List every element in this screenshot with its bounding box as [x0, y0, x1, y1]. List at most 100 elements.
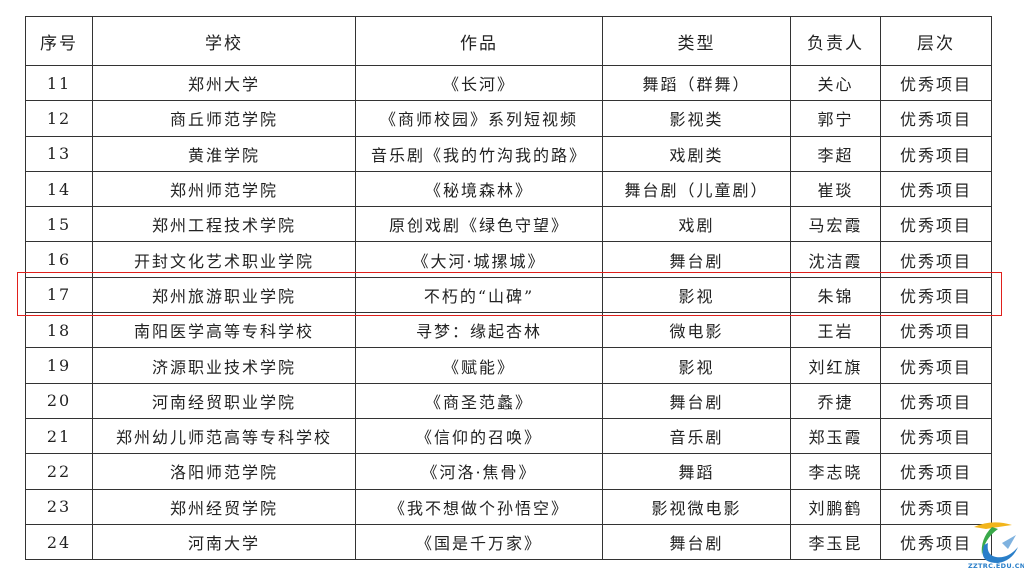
cell-row-number: 14 [25, 170, 93, 208]
cell-lead-person: 李超 [790, 135, 881, 172]
cell-work: 寻梦：缘起杏林 [355, 312, 603, 349]
cell-row-number: 19 [25, 347, 93, 384]
cell-category: 舞台剧 [602, 523, 791, 561]
cell-row-number: 23 [25, 488, 93, 525]
cell-row-number: 15 [25, 206, 93, 243]
table-row: 21 郑州幼儿师范高等专科学校 《信仰的召唤》 音乐剧 郑玉霞 优秀项目 [25, 417, 992, 455]
column-header: 负责人 [790, 16, 881, 66]
cell-lead-person: 郑玉霞 [790, 417, 881, 455]
cell-row-number: 24 [25, 523, 93, 561]
cell-school: 河南大学 [92, 523, 356, 561]
cell-work: 《秘境森林》 [355, 170, 603, 208]
awards-table: 序号 学校 作品 类型 负责人 层次 11 郑州大学 《长河》 舞蹈（群舞） 关心 优秀项目 12 商丘… [25, 16, 992, 561]
cell-lead-person: 李志晓 [790, 453, 881, 490]
cell-category: 舞台剧（儿童剧） [602, 170, 791, 208]
table-row: 12 商丘师范学院 《商师校园》系列短视频 影视类 郭宁 优秀项目 [25, 100, 992, 137]
cell-lead-person: 郭宁 [790, 100, 881, 137]
cell-level: 优秀项目 [880, 170, 992, 208]
cell-level: 优秀项目 [880, 453, 992, 490]
cell-school: 郑州大学 [92, 64, 356, 102]
cell-level: 优秀项目 [880, 382, 992, 419]
cell-work: 《我不想做个孙悟空》 [355, 488, 603, 525]
cell-row-number: 11 [25, 64, 93, 102]
table-row: 13 黄淮学院 音乐剧《我的竹沟我的路》 戏剧类 李超 优秀项目 [25, 135, 992, 172]
cell-category: 舞台剧 [602, 382, 791, 419]
cell-school: 河南经贸职业学院 [92, 382, 356, 419]
cell-category: 戏剧类 [602, 135, 791, 172]
cell-row-number: 17 [25, 276, 93, 314]
cell-work: 《商师校园》系列短视频 [355, 100, 603, 137]
cell-school: 济源职业技术学院 [92, 347, 356, 384]
cell-lead-person: 崔琰 [790, 170, 881, 208]
cell-level: 优秀项目 [880, 206, 992, 243]
cell-category: 微电影 [602, 312, 791, 349]
cell-lead-person: 刘红旗 [790, 347, 881, 384]
cell-level: 优秀项目 [880, 312, 992, 349]
cell-lead-person: 刘鹏鹤 [790, 488, 881, 525]
cell-work: 原创戏剧《绿色守望》 [355, 206, 603, 243]
table-row: 17 郑州旅游职业学院 不朽的“山碑” 影视 朱锦 优秀项目 [25, 276, 992, 314]
table-row: 11 郑州大学 《长河》 舞蹈（群舞） 关心 优秀项目 [25, 64, 992, 102]
table-row: 18 南阳医学高等专科学校 寻梦：缘起杏林 微电影 王岩 优秀项目 [25, 312, 992, 349]
cell-category: 舞蹈（群舞） [602, 64, 791, 102]
cell-work: 《国是千万家》 [355, 523, 603, 561]
cell-level: 优秀项目 [880, 488, 992, 525]
cell-work: 《商圣范蠡》 [355, 382, 603, 419]
table-row: 16 开封文化艺术职业学院 《大河·城摞城》 舞台剧 沈洁霞 优秀项目 [25, 241, 992, 278]
cell-school: 南阳医学高等专科学校 [92, 312, 356, 349]
cell-row-number: 18 [25, 312, 93, 349]
cell-category: 影视微电影 [602, 488, 791, 525]
cell-row-number: 22 [25, 453, 93, 490]
cell-level: 优秀项目 [880, 523, 992, 561]
cell-level: 优秀项目 [880, 347, 992, 384]
cell-category: 影视类 [602, 100, 791, 137]
cell-work: 《信仰的召唤》 [355, 417, 603, 455]
cell-school: 郑州工程技术学院 [92, 206, 356, 243]
zztrc-logo-icon [974, 522, 1018, 563]
cell-level: 优秀项目 [880, 241, 992, 278]
column-header: 学校 [92, 16, 356, 66]
cell-row-number: 12 [25, 100, 93, 137]
cell-category: 戏剧 [602, 206, 791, 243]
column-header: 作品 [355, 16, 603, 66]
column-header: 序号 [25, 16, 93, 66]
cell-lead-person: 朱锦 [790, 276, 881, 314]
cell-row-number: 16 [25, 241, 93, 278]
cell-category: 影视 [602, 276, 791, 314]
cell-work: 《长河》 [355, 64, 603, 102]
cell-school: 郑州旅游职业学院 [92, 276, 356, 314]
cell-school: 开封文化艺术职业学院 [92, 241, 356, 278]
cell-lead-person: 李玉昆 [790, 523, 881, 561]
cell-level: 优秀项目 [880, 135, 992, 172]
column-header: 类型 [602, 16, 791, 66]
cell-category: 影视 [602, 347, 791, 384]
cell-row-number: 20 [25, 382, 93, 419]
cell-lead-person: 王岩 [790, 312, 881, 349]
cell-level: 优秀项目 [880, 64, 992, 102]
cell-category: 音乐剧 [602, 417, 791, 455]
cell-work: 《赋能》 [355, 347, 603, 384]
cell-lead-person: 沈洁霞 [790, 241, 881, 278]
table-row: 14 郑州师范学院 《秘境森林》 舞台剧（儿童剧） 崔琰 优秀项目 [25, 170, 992, 208]
table-row: 19 济源职业技术学院 《赋能》 影视 刘红旗 优秀项目 [25, 347, 992, 384]
cell-lead-person: 乔捷 [790, 382, 881, 419]
cell-lead-person: 马宏霞 [790, 206, 881, 243]
cell-work: 不朽的“山碑” [355, 276, 603, 314]
watermark-text: ZZTRC.EDU.CN [968, 562, 1024, 570]
cell-school: 郑州师范学院 [92, 170, 356, 208]
cell-level: 优秀项目 [880, 276, 992, 314]
cell-school: 洛阳师范学院 [92, 453, 356, 490]
cell-work: 音乐剧《我的竹沟我的路》 [355, 135, 603, 172]
cell-school: 黄淮学院 [92, 135, 356, 172]
cell-level: 优秀项目 [880, 100, 992, 137]
cell-school: 商丘师范学院 [92, 100, 356, 137]
table-row: 22 洛阳师范学院 《河洛·焦骨》 舞蹈 李志晓 优秀项目 [25, 453, 992, 490]
cell-work: 《大河·城摞城》 [355, 241, 603, 278]
table-row: 15 郑州工程技术学院 原创戏剧《绿色守望》 戏剧 马宏霞 优秀项目 [25, 206, 992, 243]
cell-work: 《河洛·焦骨》 [355, 453, 603, 490]
cell-row-number: 21 [25, 417, 93, 455]
cell-category: 舞台剧 [602, 241, 791, 278]
cell-level: 优秀项目 [880, 417, 992, 455]
table-row: 23 郑州经贸学院 《我不想做个孙悟空》 影视微电影 刘鹏鹤 优秀项目 [25, 488, 992, 525]
table-row: 20 河南经贸职业学院 《商圣范蠡》 舞台剧 乔捷 优秀项目 [25, 382, 992, 419]
